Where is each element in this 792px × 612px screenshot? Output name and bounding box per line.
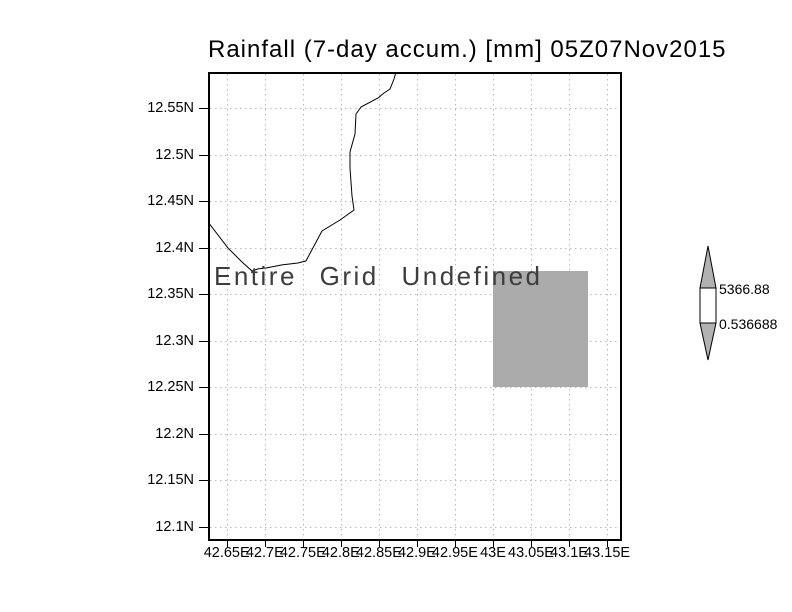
y-axis-label: 12.4N	[155, 239, 194, 256]
gridline-vertical	[264, 74, 266, 539]
y-axis-tick	[199, 480, 208, 481]
gridline-vertical	[607, 74, 609, 539]
x-axis-label: 43.15E	[584, 545, 631, 561]
y-axis-tick	[199, 247, 208, 249]
x-axis-tick	[607, 541, 609, 547]
gridline-horizontal	[210, 294, 620, 295]
x-axis-tick	[378, 541, 380, 547]
x-axis-label: 42.65E	[203, 545, 250, 561]
y-axis-label: 12.55N	[147, 100, 194, 116]
colorbar-mid-cell	[699, 287, 717, 324]
y-axis-tick	[199, 387, 208, 388]
x-axis-label: 42.85E	[355, 545, 402, 561]
gridline-vertical	[416, 74, 418, 539]
y-axis-tick	[199, 340, 208, 342]
y-axis-tick	[199, 108, 208, 109]
map-plot-area: Entire Grid Undefined	[210, 74, 620, 539]
y-axis-tick	[199, 433, 208, 435]
gridline-horizontal	[210, 387, 620, 388]
y-axis-label: 12.15N	[147, 472, 194, 488]
y-axis-tick	[199, 294, 208, 295]
y-axis-label: 12.45N	[147, 193, 194, 209]
y-axis-label: 12.2N	[155, 425, 194, 442]
x-axis-tick	[531, 541, 532, 547]
gridline-vertical	[378, 74, 380, 539]
x-axis-label: 42.8E	[321, 545, 360, 561]
map-frame: Entire Grid Undefined	[208, 72, 622, 541]
undefined-grid-message: Entire Grid Undefined	[214, 261, 543, 291]
gridline-horizontal	[210, 433, 620, 435]
x-axis-label: 42.75E	[279, 545, 326, 561]
gridline-horizontal	[210, 108, 620, 109]
x-axis-tick	[302, 541, 304, 547]
x-axis-tick	[340, 541, 342, 547]
y-axis-label: 12.1N	[155, 518, 194, 535]
x-axis-tick	[226, 541, 228, 547]
x-axis-tick	[493, 541, 494, 547]
y-axis-label: 12.5N	[155, 146, 194, 163]
gridline-horizontal	[210, 526, 620, 528]
gridline-horizontal	[210, 480, 620, 481]
undefined-region-fill	[493, 270, 589, 388]
x-axis-tick	[416, 541, 418, 547]
gridline-horizontal	[210, 247, 620, 249]
coastline-layer	[210, 74, 396, 272]
x-axis-label: 43.1E	[550, 545, 588, 561]
y-axis-label: 12.25N	[147, 379, 194, 395]
x-axis-label: 42.95E	[431, 545, 478, 561]
gridline-vertical	[340, 74, 342, 539]
coastline	[210, 74, 396, 272]
y-axis-tick	[199, 526, 208, 528]
x-axis-label: 43.05E	[508, 545, 554, 561]
colorbar-upper-arrow-icon	[699, 245, 717, 289]
gridline-vertical	[454, 74, 456, 539]
x-axis-tick	[264, 541, 266, 547]
y-axis-tick	[199, 201, 208, 202]
gridline-horizontal	[210, 340, 620, 342]
x-axis-label: 42.9E	[397, 545, 436, 561]
gridline-vertical	[226, 74, 228, 539]
x-axis-tick	[454, 541, 456, 547]
y-axis-tick	[199, 154, 208, 156]
gridline-horizontal	[210, 154, 620, 156]
x-axis-tick	[569, 541, 570, 547]
colorbar-lower-arrow-icon	[699, 322, 717, 361]
colorbar-min-label: 0.536688	[719, 316, 778, 332]
plot-title: Rainfall (7-day accum.) [mm] 05Z07Nov201…	[208, 36, 727, 63]
colorbar-max-label: 5366.88	[719, 281, 770, 297]
colorbar	[699, 245, 717, 361]
y-axis-label: 12.35N	[147, 286, 194, 302]
y-axis-label: 12.3N	[155, 332, 194, 349]
gridline-vertical	[302, 74, 304, 539]
x-axis-label: 43E	[480, 545, 506, 561]
gridline-horizontal	[210, 201, 620, 202]
x-axis-label: 42.7E	[245, 545, 284, 561]
